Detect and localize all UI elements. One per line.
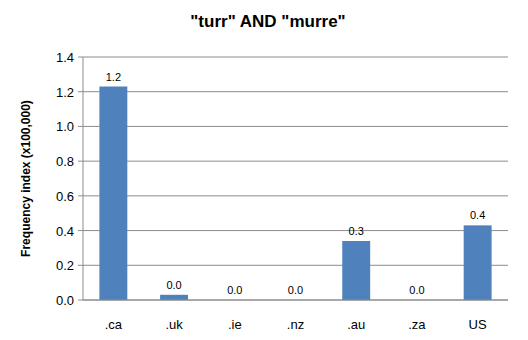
chart-container: "turr" AND "murre" Frequency index (x100,…	[0, 0, 528, 340]
grid-line	[83, 57, 508, 58]
data-label: 0.3	[349, 225, 364, 237]
y-tick-label: 0.4	[56, 224, 74, 239]
y-tick	[78, 161, 83, 162]
data-label: 1.2	[106, 71, 121, 83]
data-label: 0.4	[470, 209, 485, 221]
data-label: 0.0	[409, 284, 424, 296]
y-tick-label: 0.0	[56, 293, 74, 308]
x-axis-line	[83, 300, 508, 301]
bar	[464, 225, 492, 300]
x-tick-label: US	[469, 317, 487, 332]
y-tick	[78, 126, 83, 127]
y-tick	[78, 195, 83, 196]
y-tick	[78, 91, 83, 92]
grid-line	[83, 230, 508, 231]
y-tick-label: 1.4	[56, 50, 74, 65]
grid-line	[83, 265, 508, 266]
y-tick	[78, 300, 83, 301]
grid-line	[83, 91, 508, 92]
bar	[99, 87, 127, 300]
y-tick	[78, 57, 83, 58]
y-tick-label: 0.6	[56, 189, 74, 204]
y-tick	[78, 265, 83, 266]
y-axis-line	[83, 57, 84, 300]
x-tick-label: .ca	[105, 317, 123, 332]
grid-line	[83, 161, 508, 162]
bar	[342, 241, 370, 300]
data-label: 0.0	[227, 284, 242, 296]
x-tick-label: .nz	[287, 317, 304, 332]
grid-line	[83, 195, 508, 196]
grid-line	[83, 126, 508, 127]
y-tick-label: 0.2	[56, 258, 74, 273]
data-label: 0.0	[288, 284, 303, 296]
grid	[83, 57, 508, 300]
y-tick-label: 1.0	[56, 119, 74, 134]
x-tick-label: .au	[347, 317, 365, 332]
data-label: 0.0	[166, 279, 181, 291]
y-tick-label: 1.2	[56, 85, 74, 100]
bar	[160, 295, 188, 300]
y-axis-label: Frequency index (x100,000)	[19, 100, 33, 257]
y-tick	[78, 230, 83, 231]
grid-line	[83, 300, 508, 301]
x-tick-label: .ie	[228, 317, 242, 332]
x-tick-label: .uk	[165, 317, 183, 332]
bars	[99, 87, 491, 300]
x-tick-label: .za	[408, 317, 426, 332]
chart-svg: "turr" AND "murre" Frequency index (x100,…	[0, 0, 528, 340]
chart-title: "turr" AND "murre"	[190, 12, 345, 31]
y-tick-label: 0.8	[56, 154, 74, 169]
